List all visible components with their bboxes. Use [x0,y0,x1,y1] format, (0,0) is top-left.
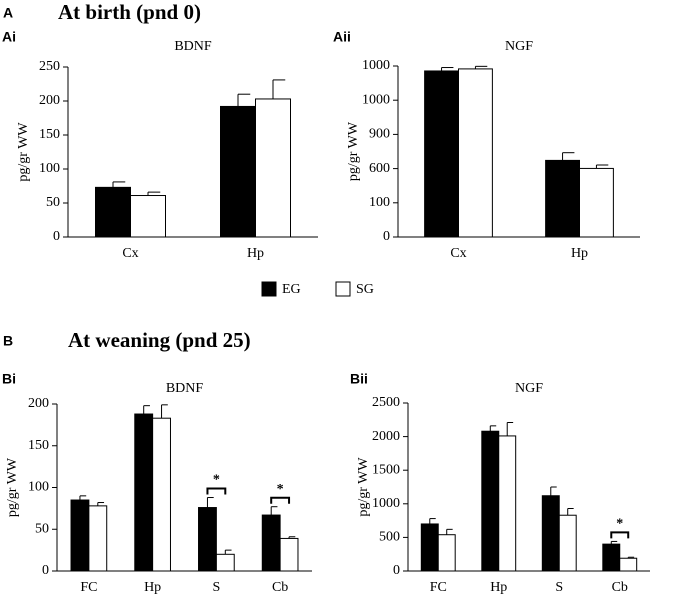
significance-bracket [610,531,630,539]
y-tick-label: 2000 [372,429,400,444]
bar [420,523,439,572]
y-tick-label: 0 [383,229,390,244]
bar [481,430,500,572]
section-letter: A [3,5,13,21]
bar [134,413,154,572]
x-tick-label: FC [430,580,447,595]
x-tick-label: S [555,580,563,595]
y-axis-label: pg/gr WW [346,121,361,181]
x-tick-label: Cx [122,246,138,261]
panel-label: Aii [333,29,351,45]
bar [437,534,456,572]
x-tick-label: Cb [612,580,628,595]
y-tick-label: 50 [46,195,60,210]
annotation: * [213,473,220,488]
x-tick-label: Hp [144,580,161,595]
y-tick-label: 900 [369,127,390,142]
bar [220,105,256,238]
bar [558,514,577,572]
bar [458,68,493,238]
y-tick-label: 0 [53,229,60,244]
y-axis-label: pg/gr WW [356,457,371,517]
significance-bracket [270,496,291,504]
x-tick-label: Hp [247,246,264,261]
legend-label: SG [356,282,374,297]
y-tick-label: 0 [42,563,49,578]
y-tick-label: 1500 [372,462,400,477]
section-title: At birth (pnd 0) [58,0,201,24]
bar [279,537,299,572]
panel-label: Ai [2,29,16,45]
significance-bracket [206,487,227,495]
y-tick-label: 500 [379,530,400,545]
y-tick-label: 600 [369,161,390,176]
y-tick-label: 1000 [372,496,400,511]
annotation: * [277,482,284,497]
legend-swatch [335,281,351,297]
section-title: At weaning (pnd 25) [68,328,251,352]
y-tick-label: 1000 [362,92,390,107]
x-tick-label: FC [80,580,97,595]
bar [198,507,217,572]
chart-title: NGF [505,39,533,54]
y-tick-label: 150 [39,127,60,142]
bar [424,70,459,238]
bar [152,417,171,572]
y-tick-label: 150 [28,438,49,453]
y-tick-label: 1000 [362,58,390,73]
x-tick-label: Cx [450,246,466,261]
bar [579,167,614,238]
y-axis-label: pg/gr WW [16,122,31,182]
bar [545,159,580,238]
x-tick-label: S [212,580,220,595]
legend-label: EG [282,282,301,297]
bar [70,499,90,572]
chart-title: BDNF [174,39,212,54]
section-letter: B [3,333,13,349]
bar [95,186,131,238]
bar [498,435,517,572]
y-tick-label: 50 [35,521,49,536]
bar [602,543,621,572]
bar [255,98,291,238]
y-axis-label: pg/gr WW [5,457,20,517]
x-tick-label: Hp [490,580,507,595]
chart-title: BDNF [166,381,204,396]
panel-label: Bii [350,371,368,387]
bar [619,557,638,572]
y-tick-label: 100 [28,480,49,495]
x-tick-label: Cb [272,580,288,595]
y-tick-label: 250 [39,59,60,74]
bar [215,553,235,572]
bar [261,514,281,572]
bar [130,195,166,238]
chart-title: NGF [515,381,543,396]
y-tick-label: 100 [39,161,60,176]
annotation: * [616,517,623,532]
y-tick-label: 200 [28,396,49,411]
y-tick-label: 2500 [372,395,400,410]
y-tick-label: 200 [39,93,60,108]
legend-swatch [261,281,277,297]
x-tick-label: Hp [571,246,588,261]
bar [88,505,108,572]
y-tick-label: 100 [369,195,390,210]
y-tick-label: 0 [393,563,400,578]
panel-label: Bi [2,371,16,387]
bar [541,495,560,572]
